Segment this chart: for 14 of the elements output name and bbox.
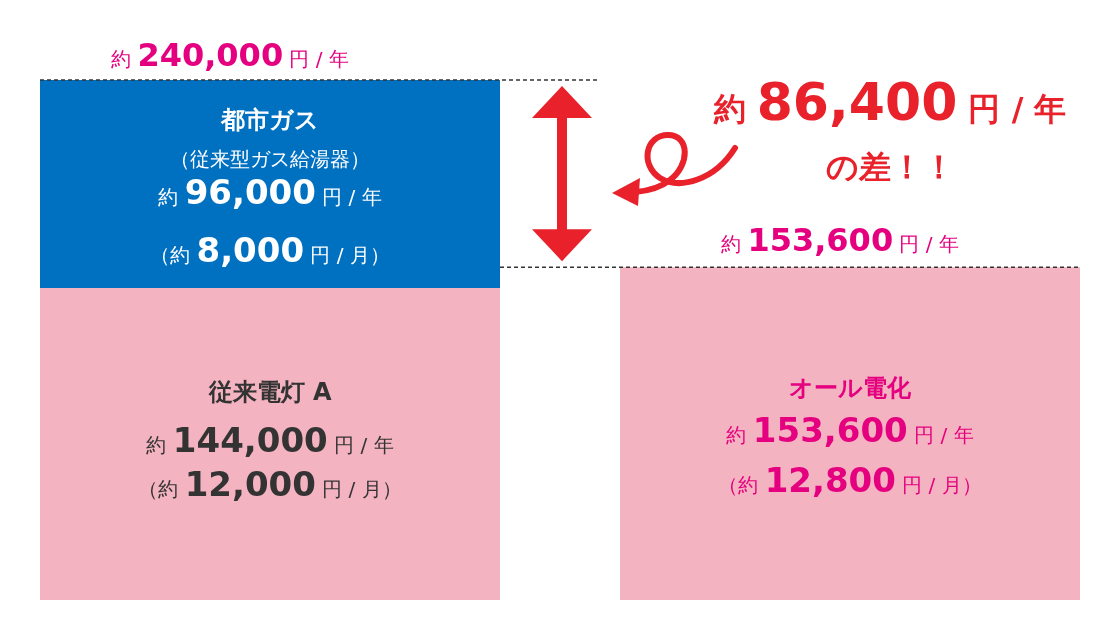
annotation: 約 86,400 円 / 年 — [712, 72, 1067, 132]
data-label: 約 96,000 円 / 年 — [158, 172, 382, 212]
annotation: の差！！ — [825, 148, 955, 186]
annotation: 従来電灯 A — [207, 378, 332, 406]
data-label: 約 153,600 円 / 年 — [726, 409, 974, 450]
total-label: 約 153,600 円 / 年 — [721, 221, 959, 260]
annotation: （約 8,000 円 / 月） — [150, 230, 390, 270]
data-label: 約 144,000 円 / 年 — [146, 420, 394, 460]
annotation: （従来型ガス給湯器） — [170, 147, 370, 171]
total-label: 約 240,000 円 / 年 — [111, 36, 349, 74]
annotation: オール電化 — [789, 374, 912, 402]
annotation: （約 12,800 円 / 月） — [718, 460, 982, 500]
annotation: （約 12,000 円 / 月） — [138, 464, 402, 504]
annotation: 都市ガス — [220, 106, 319, 134]
